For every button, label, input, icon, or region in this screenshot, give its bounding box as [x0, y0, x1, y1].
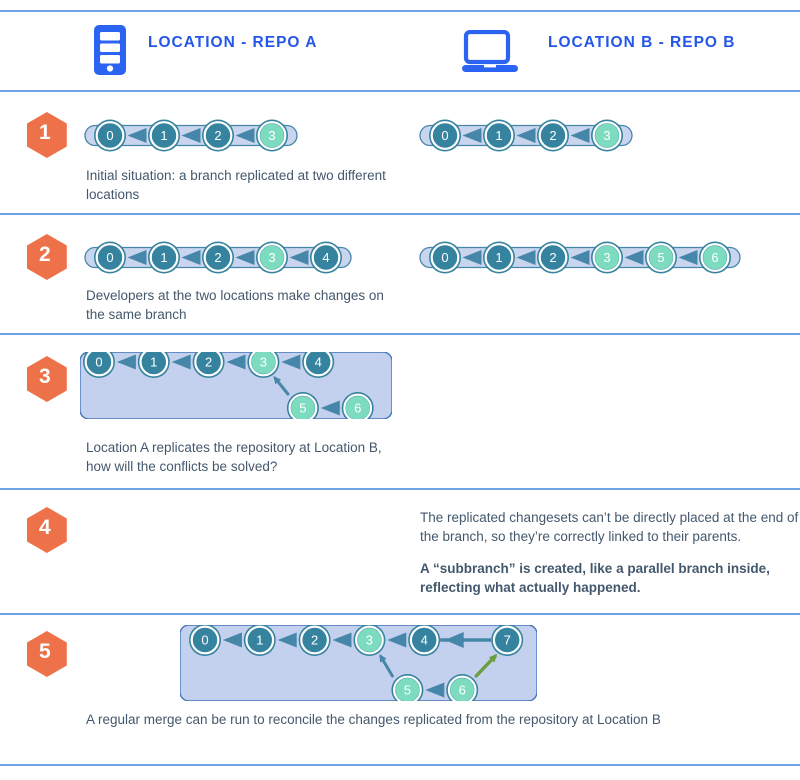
svg-text:1: 1	[160, 128, 167, 143]
svg-text:6: 6	[711, 250, 718, 265]
svg-text:3: 3	[366, 633, 373, 648]
svg-text:3: 3	[260, 355, 267, 370]
svg-text:1: 1	[495, 250, 502, 265]
svg-text:3: 3	[268, 250, 275, 265]
svg-text:1: 1	[160, 250, 167, 265]
svg-text:0: 0	[441, 128, 448, 143]
svg-text:1: 1	[256, 633, 263, 648]
svg-text:4: 4	[421, 633, 428, 648]
svg-text:0: 0	[441, 250, 448, 265]
svg-text:2: 2	[214, 128, 221, 143]
svg-text:4: 4	[315, 355, 322, 370]
svg-text:5: 5	[657, 250, 664, 265]
svg-text:0: 0	[95, 355, 102, 370]
svg-text:5: 5	[404, 683, 411, 698]
svg-text:2: 2	[549, 128, 556, 143]
svg-text:6: 6	[354, 401, 361, 416]
svg-text:5: 5	[299, 401, 306, 416]
svg-text:0: 0	[201, 633, 208, 648]
svg-text:2: 2	[214, 250, 221, 265]
svg-text:6: 6	[459, 683, 466, 698]
svg-text:7: 7	[504, 633, 511, 648]
svg-text:2: 2	[205, 355, 212, 370]
svg-text:0: 0	[106, 128, 113, 143]
svg-text:2: 2	[311, 633, 318, 648]
svg-text:3: 3	[603, 250, 610, 265]
svg-text:3: 3	[603, 128, 610, 143]
svg-text:4: 4	[322, 250, 329, 265]
svg-text:0: 0	[106, 250, 113, 265]
svg-text:3: 3	[268, 128, 275, 143]
svg-text:1: 1	[150, 355, 157, 370]
svg-text:2: 2	[549, 250, 556, 265]
svg-text:1: 1	[495, 128, 502, 143]
